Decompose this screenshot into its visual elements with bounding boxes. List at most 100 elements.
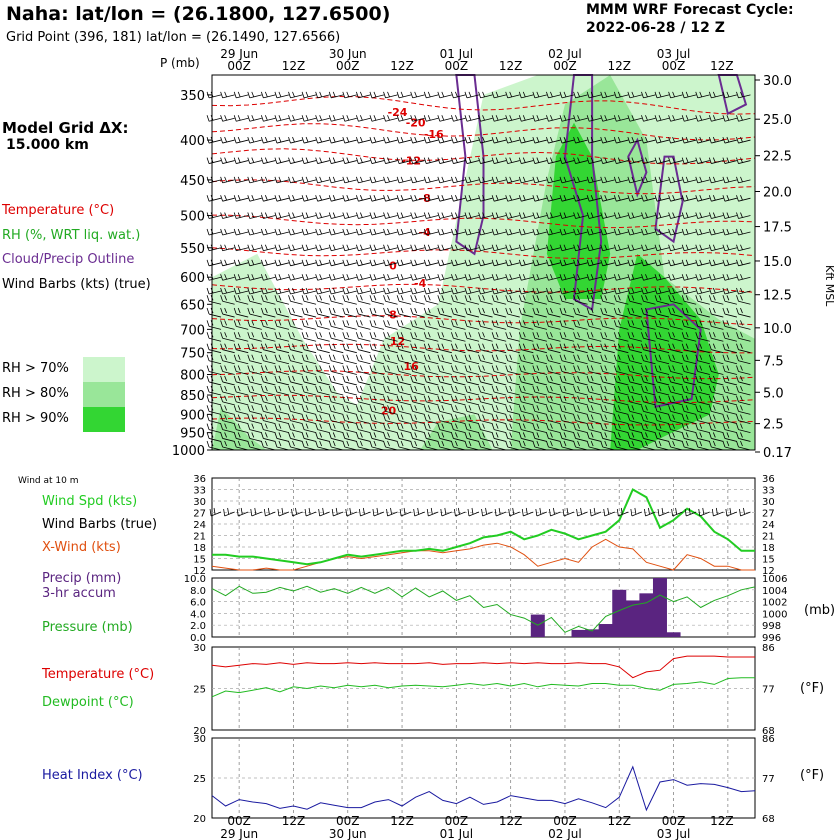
top-hour-label: 00Z — [227, 59, 251, 73]
wind-barb — [464, 228, 480, 236]
wind-barb — [627, 212, 642, 219]
wind-barb — [315, 320, 330, 330]
surface-wind-barb — [711, 507, 724, 517]
wind-barb — [491, 385, 507, 396]
wind-barb — [505, 320, 520, 330]
precip-bar — [625, 600, 640, 637]
wind-barb — [532, 423, 547, 434]
wind-barb — [383, 274, 398, 281]
wind-barb — [369, 320, 385, 330]
wind-barb — [383, 307, 398, 318]
wind-barb — [736, 365, 751, 375]
wind-barb — [274, 295, 290, 305]
wind-barb — [613, 375, 629, 386]
wind-barb — [274, 176, 290, 184]
wind-barb — [233, 115, 249, 122]
wind-barb — [532, 176, 547, 184]
wind-barb — [559, 432, 575, 442]
wind-barb — [437, 274, 452, 281]
wind-barb — [654, 307, 670, 318]
swatch-rh70 — [83, 357, 125, 382]
wind-barb — [695, 365, 710, 375]
wind-barb — [505, 287, 520, 295]
wind-barb — [451, 287, 466, 295]
wind-barb — [491, 432, 507, 442]
wind-barb — [315, 375, 330, 386]
wind-barb — [695, 157, 710, 164]
wind-barb — [410, 343, 425, 354]
wind-barb — [396, 136, 412, 144]
wind-barb — [369, 414, 385, 425]
wind-barb — [369, 244, 385, 252]
wind-barb — [328, 295, 344, 305]
wind-barb — [641, 244, 656, 252]
wind-barb — [695, 395, 710, 406]
wind-barb — [342, 287, 357, 295]
wind-barb — [315, 395, 330, 406]
legend-rh70: RH > 70% — [2, 361, 69, 376]
wind-barb — [546, 423, 561, 434]
wind-barb — [505, 295, 520, 305]
cloud-outline-3 — [654, 155, 684, 244]
wind-barb — [437, 423, 452, 434]
wind-barb — [355, 212, 371, 219]
wind-barb — [613, 343, 629, 354]
surface-wind-barb — [440, 507, 452, 517]
wind-barb — [315, 228, 330, 236]
wind-barb — [220, 365, 235, 375]
wind-barb — [532, 295, 547, 305]
wind-barb — [586, 320, 602, 330]
wind-barb — [423, 274, 439, 281]
wind-barb — [451, 91, 466, 99]
wind-barb — [708, 228, 724, 236]
temp-f-tick-label: 77 — [762, 685, 775, 696]
wind-barb — [274, 423, 290, 434]
wind-barb — [328, 423, 344, 434]
wind-barb — [274, 405, 290, 415]
wind-barb — [736, 432, 751, 442]
wind-barb — [315, 157, 330, 164]
wind-barb — [641, 343, 656, 354]
wind-barb — [206, 228, 222, 236]
wind-barb — [518, 287, 534, 295]
wind-barb — [247, 91, 262, 99]
wind-barb — [573, 287, 588, 295]
wind-barb — [260, 332, 276, 342]
wind-barb — [518, 423, 534, 434]
wind-barb — [315, 244, 330, 252]
wind-barb — [532, 432, 547, 442]
wind-barb — [342, 385, 357, 396]
wind-barb — [600, 274, 615, 281]
wind-barb — [301, 176, 317, 184]
wind-barb — [301, 405, 317, 415]
wind-barb — [478, 405, 493, 415]
wind-barb — [722, 320, 737, 330]
wind-barb — [315, 423, 330, 434]
wind-barb — [559, 385, 575, 396]
wind-barb — [274, 395, 290, 406]
wind-barb — [328, 395, 344, 406]
wind-barb — [695, 307, 710, 318]
wind-barb — [736, 354, 751, 365]
wind-barb — [396, 332, 412, 342]
wind-barb — [355, 136, 371, 144]
surface-wind-barb — [223, 507, 235, 517]
wind-barb — [369, 295, 385, 305]
wind-barb — [491, 157, 507, 164]
wind-barb — [355, 423, 371, 434]
wind-barb — [668, 295, 683, 305]
wind-barb — [233, 375, 249, 386]
isotherm-11 — [211, 417, 756, 426]
wind-barb — [546, 274, 561, 281]
wind-barb — [559, 228, 575, 236]
wind-barb — [654, 414, 670, 425]
wind-barb — [220, 405, 235, 415]
wind-barb — [383, 395, 398, 406]
wind-barb — [478, 385, 493, 396]
wind-barb — [437, 414, 452, 425]
wind-barb — [722, 375, 737, 386]
precip-bar — [598, 624, 613, 637]
wind-barb — [654, 365, 670, 375]
wind-barb — [613, 287, 629, 295]
wind-barb — [681, 295, 697, 305]
